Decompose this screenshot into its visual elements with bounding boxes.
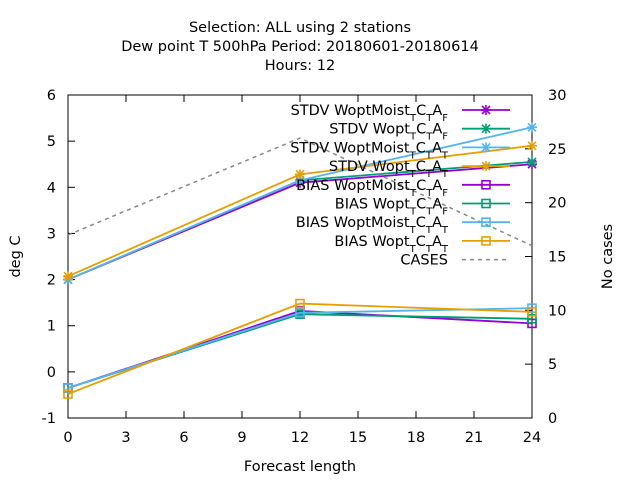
legend-label: BIAS WoptTCTAF — [335, 197, 448, 218]
data-point-marker — [481, 180, 491, 190]
y2-tick-label: 0 — [548, 411, 557, 427]
data-point-marker — [481, 198, 491, 209]
legend-label: CASES — [400, 253, 448, 269]
data-point-marker — [63, 389, 73, 399]
data-point-marker — [481, 142, 491, 153]
x-tick-label: 6 — [179, 430, 188, 446]
legend-item: STDV WoptTCTAF — [329, 122, 510, 143]
series-line — [67, 137, 533, 247]
y-axis-ticks: -1 0 1 2 3 4 5 6 — [42, 88, 75, 427]
x-tick-label: 24 — [523, 430, 541, 446]
legend-label: STDV WoptTCTAT — [329, 159, 449, 180]
data-point-marker — [481, 217, 491, 227]
data-point-marker — [63, 383, 73, 393]
legend-label: STDV WoptMoistTCTAF — [291, 103, 449, 124]
y2-axis-ticks: 0 5 10 15 20 25 30 — [525, 88, 566, 427]
data-point-marker — [63, 271, 73, 282]
data-point-marker — [527, 313, 537, 324]
x-tick-label: 0 — [63, 430, 72, 446]
y-axis-label: deg C — [8, 235, 24, 277]
y-tick-label: 6 — [47, 88, 56, 104]
series-line — [63, 309, 537, 393]
legend-item: BIAS WoptTCTAF — [335, 197, 510, 218]
chart-title: Selection: ALL using 2 stations Dew point… — [121, 20, 479, 74]
y-tick-label: 4 — [47, 180, 56, 196]
x-tick-label: 15 — [349, 430, 367, 446]
series-layer — [63, 122, 537, 399]
series-line — [63, 140, 537, 282]
y-tick-label: -1 — [42, 411, 56, 427]
chart-title-line: Selection: ALL using 2 stations — [189, 20, 411, 36]
data-point-marker — [527, 122, 537, 133]
series-path — [67, 310, 533, 389]
legend-item: BIAS WoptTCTAT — [334, 234, 510, 255]
y2-axis-label: No cases — [600, 224, 616, 289]
legend-item: STDV WoptTCTAT — [329, 159, 510, 180]
data-point-marker — [295, 298, 305, 309]
y-tick-label: 0 — [47, 365, 56, 381]
y-tick-label: 5 — [47, 134, 56, 150]
series-line — [63, 298, 537, 399]
y-tick-label: 3 — [47, 226, 56, 242]
y2-tick-label: 10 — [548, 303, 566, 319]
data-point-marker — [527, 140, 537, 151]
x-tick-label: 18 — [407, 430, 425, 446]
legend-item: STDV WoptMoistTCTAF — [291, 103, 510, 124]
chart-title-line: Dew point T 500hPa Period: 20180601-2018… — [121, 39, 479, 55]
y2-tick-label: 25 — [548, 142, 566, 158]
x-axis-ticks: 0 3 6 9 12 15 18 21 24 — [63, 95, 541, 446]
legend-label: BIAS WoptMoistTCTAT — [296, 215, 449, 236]
x-axis-label: Forecast length — [244, 459, 356, 475]
legend-item: CASES — [400, 253, 510, 269]
y2-tick-label: 5 — [548, 357, 557, 373]
legend-label: STDV WoptMoistTCTAT — [290, 140, 449, 161]
data-point-marker — [481, 123, 491, 134]
chart-title-line: Hours: 12 — [265, 58, 335, 74]
series-line — [63, 306, 537, 393]
legend-label: BIAS WoptMoistTCTAF — [296, 178, 448, 199]
data-point-marker — [527, 156, 537, 167]
legend-item: BIAS WoptMoistTCTAT — [296, 215, 510, 236]
series-path — [67, 313, 533, 389]
x-tick-label: 21 — [465, 430, 483, 446]
x-tick-label: 9 — [237, 430, 246, 446]
legend-item: STDV WoptMoistTCTAT — [290, 140, 510, 161]
x-tick-label: 12 — [291, 430, 309, 446]
data-point-marker — [481, 236, 491, 246]
data-point-marker — [527, 307, 537, 317]
legend-item: BIAS WoptMoistTCTAF — [296, 178, 510, 199]
data-point-marker — [295, 169, 305, 180]
y2-tick-label: 20 — [548, 196, 566, 212]
data-point-marker — [481, 105, 491, 115]
y2-tick-label: 15 — [548, 250, 566, 266]
y2-tick-label: 30 — [548, 88, 566, 104]
data-point-marker — [481, 161, 491, 172]
y-tick-label: 1 — [47, 319, 56, 335]
series-path — [67, 137, 533, 247]
y-tick-label: 2 — [47, 273, 56, 289]
legend-label: BIAS WoptTCTAT — [334, 234, 448, 255]
legend-label: STDV WoptTCTAF — [329, 122, 448, 143]
series-path — [67, 302, 533, 395]
data-point-marker — [295, 307, 305, 318]
x-tick-label: 3 — [121, 430, 130, 446]
